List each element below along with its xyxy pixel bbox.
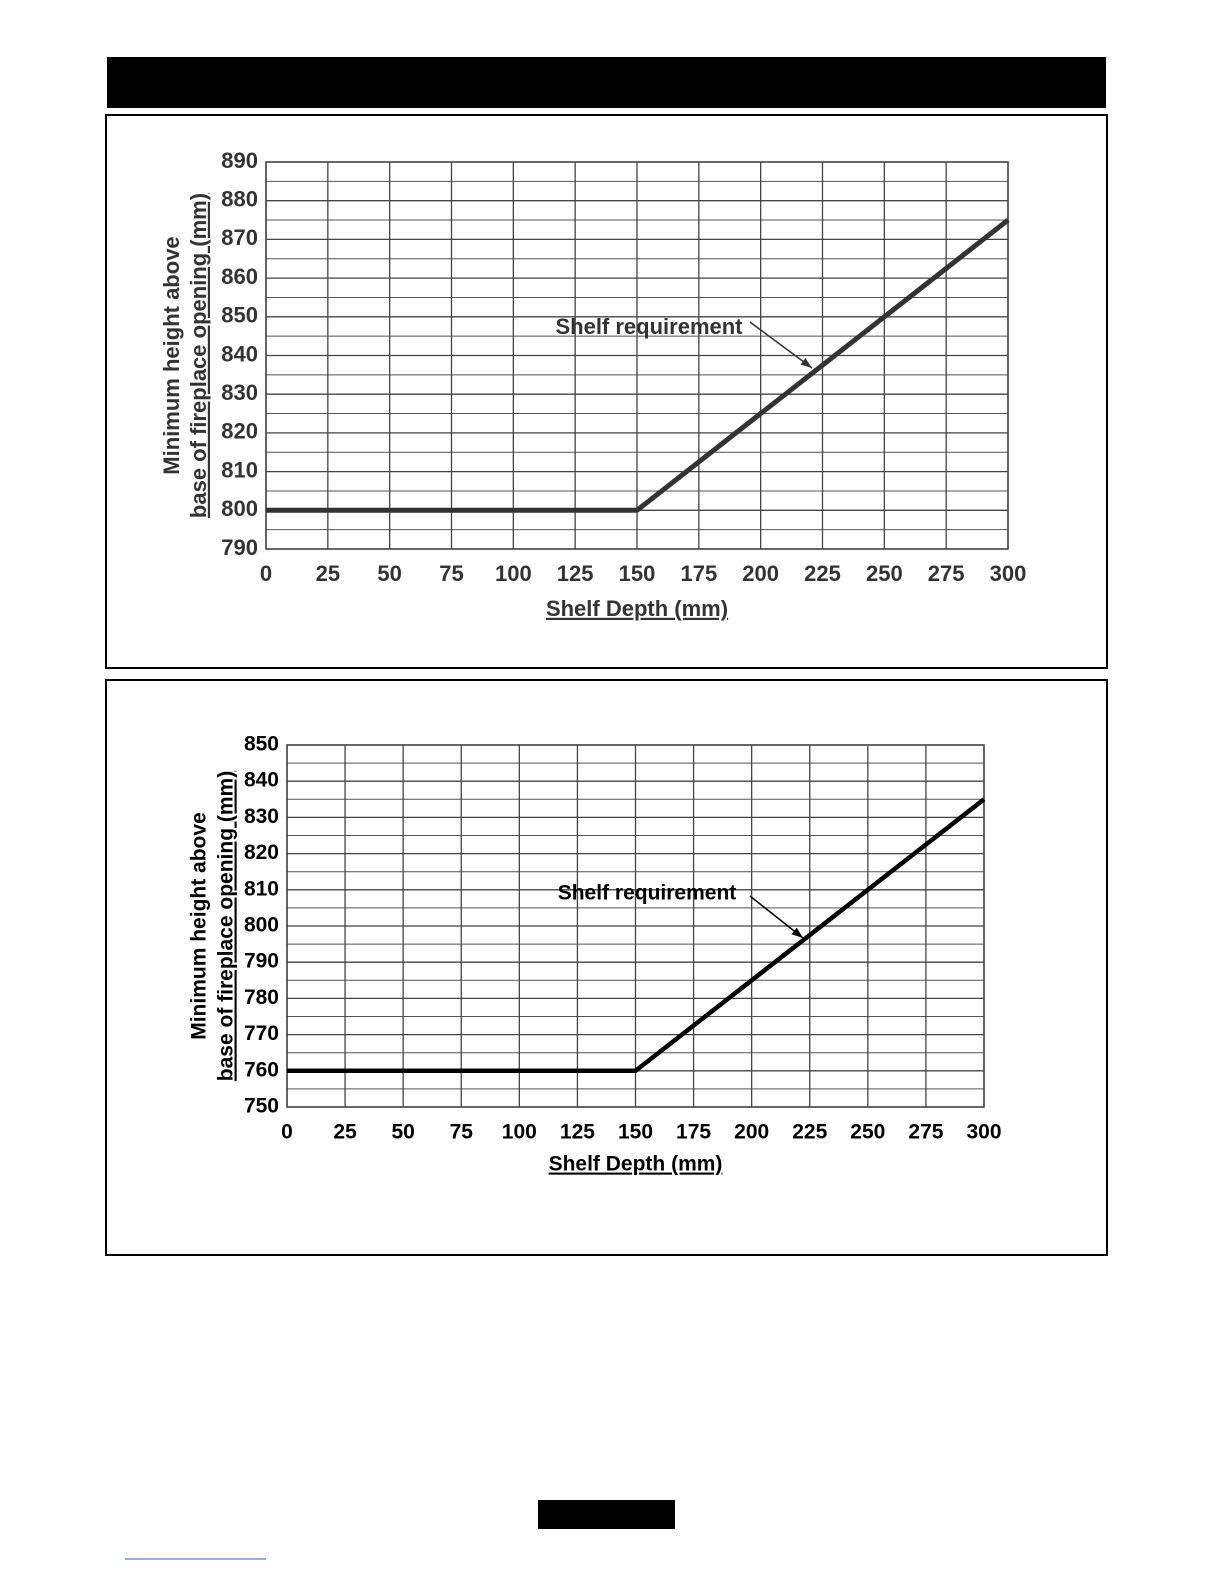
arrow-head [791, 927, 803, 938]
y-tick-label: 810 [244, 877, 279, 900]
footer-bar [538, 1500, 675, 1529]
y-tick-label: 830 [244, 805, 279, 828]
y-tick-label: 780 [244, 986, 279, 1009]
y-tick-label: 890 [221, 148, 258, 173]
arrow-head [800, 357, 812, 368]
y-tick-label: 820 [244, 841, 279, 864]
x-tick-label: 50 [377, 561, 401, 586]
y-tick-label: 880 [221, 187, 258, 212]
header-bar [107, 57, 1106, 108]
y-tick-label: 850 [244, 733, 279, 756]
plot-border [286, 744, 985, 1108]
chart-frame [105, 114, 1108, 669]
x-tick-label: 50 [391, 1121, 414, 1144]
x-tick-label: 225 [804, 561, 841, 586]
y-tick-label: 800 [221, 496, 258, 521]
x-tick-label: 125 [557, 561, 594, 586]
y-tick-label: 860 [221, 264, 258, 289]
annotation-arrow [749, 321, 813, 369]
annotation: Shelf requirement [555, 314, 743, 339]
y-tick-label: 840 [244, 769, 279, 792]
plot-border [265, 161, 1009, 550]
x-tick-label: 175 [680, 561, 717, 586]
y-axis-label: Minimum height above [159, 236, 184, 474]
y-tick-label: 810 [221, 457, 258, 482]
y-tick-label: 820 [221, 419, 258, 444]
x-axis-label: Shelf Depth (mm) [549, 1153, 723, 1176]
x-tick-label: 275 [908, 1121, 943, 1144]
y-tick-label: 770 [244, 1022, 279, 1045]
x-tick-label: 150 [618, 1121, 653, 1144]
x-axis-label: Shelf Depth (mm) [546, 596, 728, 621]
x-tick-label: 275 [928, 561, 965, 586]
y-tick-label: 800 [244, 914, 279, 937]
x-tick-label: 75 [439, 561, 463, 586]
x-tick-label: 125 [560, 1121, 595, 1144]
x-tick-label: 100 [495, 561, 532, 586]
x-tick-label: 175 [676, 1121, 711, 1144]
x-tick-label: 250 [866, 561, 903, 586]
chart-frame [105, 679, 1108, 1256]
y-tick-label: 830 [221, 380, 258, 405]
y-tick-label: 840 [221, 341, 258, 366]
x-tick-label: 25 [333, 1121, 357, 1144]
annotation: Shelf requirement [558, 882, 737, 905]
x-tick-label: 200 [742, 561, 779, 586]
y-tick-label: 870 [221, 225, 258, 250]
x-tick-label: 250 [850, 1121, 885, 1144]
x-tick-label: 200 [734, 1121, 769, 1144]
y-tick-label: 790 [244, 950, 279, 973]
data-line [287, 797, 986, 1074]
y-axis-label: base of fireplace opening (mm) [215, 771, 238, 1081]
x-tick-label: 75 [450, 1121, 474, 1144]
x-tick-label: 300 [990, 561, 1027, 586]
x-tick-label: 300 [966, 1121, 1001, 1144]
y-axis-label: base of fireplace opening (mm) [186, 193, 211, 518]
y-tick-label: 750 [244, 1095, 279, 1118]
y-tick-label: 790 [221, 535, 258, 560]
data-line [266, 218, 1010, 513]
x-tick-label: 150 [619, 561, 656, 586]
y-tick-label: 760 [244, 1058, 279, 1081]
x-tick-label: 25 [316, 561, 340, 586]
y-axis-label: Minimum height above [188, 812, 211, 1040]
x-tick-label: 0 [260, 561, 272, 586]
x-tick-label: 100 [502, 1121, 537, 1144]
x-tick-label: 0 [281, 1121, 293, 1144]
y-tick-label: 850 [221, 303, 258, 328]
x-tick-label: 225 [792, 1121, 827, 1144]
